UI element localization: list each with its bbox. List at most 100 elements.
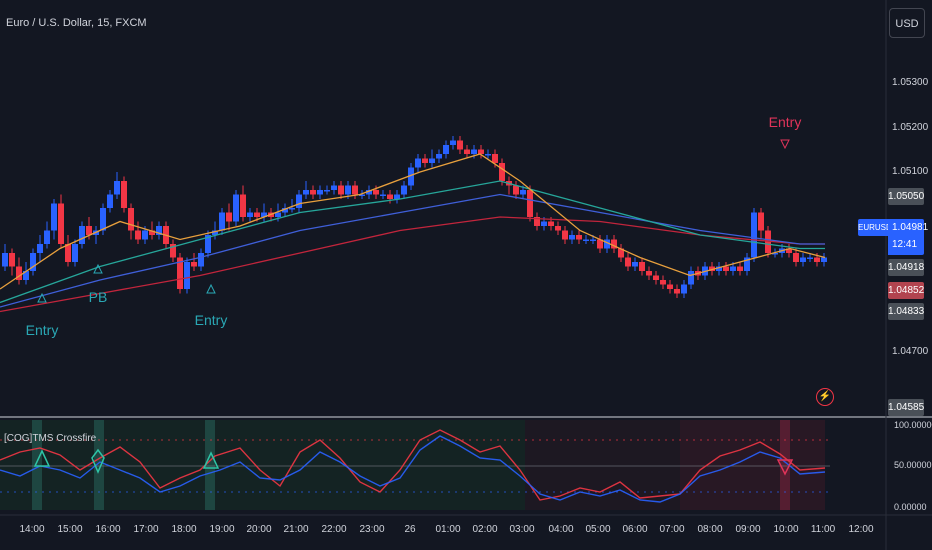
candle-body	[688, 271, 694, 285]
candle-body	[744, 257, 750, 271]
diamond-icon	[91, 448, 105, 474]
candle-body	[373, 190, 379, 195]
candle-body	[317, 190, 323, 195]
candle-body	[387, 194, 393, 199]
time-tick: 19:00	[209, 524, 235, 535]
candle-body	[212, 230, 218, 235]
candle-body	[331, 185, 337, 190]
candle-body	[44, 230, 50, 244]
currency-button[interactable]: USD	[889, 8, 925, 38]
candle-body	[184, 262, 190, 289]
candle-body	[471, 149, 477, 154]
candle-body	[800, 257, 806, 262]
signal-label-entry: Entry	[25, 322, 59, 338]
candle-body	[128, 208, 134, 231]
candle-body	[219, 212, 225, 231]
time-tick: 12:00	[848, 524, 874, 535]
triangle-down-outline-icon	[776, 459, 794, 476]
price-badge: 1.05050	[888, 188, 924, 205]
candle-body	[422, 158, 428, 163]
candle-body	[513, 185, 519, 195]
candle-body	[16, 266, 22, 280]
candle-body	[114, 181, 120, 195]
time-tick: 16:00	[95, 524, 121, 535]
price-badge: 1.04833	[888, 303, 924, 320]
indicator-tick: 50.00000	[894, 460, 932, 470]
candle-body	[821, 257, 827, 262]
candle-body	[520, 190, 526, 195]
symbol-title[interactable]: Euro / U.S. Dollar, 15, FXCM	[6, 17, 147, 29]
candle-body	[534, 217, 540, 226]
candle-body	[177, 257, 183, 289]
candle-body	[198, 253, 204, 267]
time-tick: 01:00	[435, 524, 461, 535]
candle-body	[226, 212, 232, 222]
candle-body	[338, 185, 344, 195]
candle-body	[709, 266, 715, 271]
candle-body	[247, 212, 253, 217]
candle-body	[149, 230, 155, 235]
time-tick: 03:00	[509, 524, 535, 535]
candle-body	[170, 244, 176, 258]
candle-body	[289, 208, 295, 210]
triangle-up-outline-icon	[37, 292, 47, 303]
indicator-tick: 0.00000	[894, 502, 927, 512]
signal-bar	[205, 420, 215, 510]
candle-body	[240, 194, 246, 217]
candle-body	[590, 239, 596, 241]
candle-body	[632, 262, 638, 267]
candle-body	[583, 239, 589, 241]
candle-body	[86, 226, 92, 235]
symbol-badge: EURUSD	[858, 219, 892, 236]
indicator-tick: 100.00000	[894, 420, 932, 430]
candle-body	[674, 289, 680, 294]
candle-body	[730, 266, 736, 271]
triangle-up-outline-icon	[33, 449, 51, 467]
candle-body	[653, 275, 659, 280]
candle-body	[807, 257, 813, 259]
candle-body	[345, 185, 351, 195]
candle-body	[541, 221, 547, 226]
candle-body	[436, 154, 442, 159]
price-tick: 1.04700	[892, 346, 929, 357]
candle-body	[37, 244, 43, 253]
oscillator-fast-line	[0, 429, 826, 501]
candle-body	[100, 208, 106, 231]
time-tick: 09:00	[735, 524, 761, 535]
candle-body	[443, 145, 449, 154]
candle-body	[723, 266, 729, 271]
indicator-title[interactable]: [COG]TMS Crossfire	[4, 433, 97, 444]
candle-body	[303, 190, 309, 195]
bear-zone	[680, 420, 825, 510]
candle-body	[121, 181, 127, 208]
time-tick: 05:00	[585, 524, 611, 535]
candle-body	[380, 194, 386, 196]
candle-body	[492, 154, 498, 163]
current-price: 1.04981	[892, 222, 929, 233]
price-badge: 1.04585	[888, 399, 924, 416]
bolt-icon[interactable]: ⚡	[816, 388, 834, 406]
signal-label-entry: Entry	[768, 114, 802, 130]
time-tick: 08:00	[697, 524, 723, 535]
candle-body	[639, 262, 645, 271]
candle-body	[485, 154, 491, 156]
candle-body	[555, 226, 561, 231]
time-tick: 11:00	[810, 524, 836, 535]
candle-body	[681, 284, 687, 294]
candle-body	[23, 271, 29, 280]
candle-body	[296, 194, 302, 208]
triangle-up-outline-icon	[206, 283, 216, 294]
ema-blue-line	[0, 193, 825, 308]
candle-body	[408, 167, 414, 186]
oscillator-slow-line	[0, 435, 826, 503]
candle-body	[156, 226, 162, 235]
time-tick: 23:00	[359, 524, 385, 535]
current-price-badge: 1.04981 12:41	[888, 219, 929, 255]
candle-body	[667, 284, 673, 289]
candle-body	[758, 212, 764, 231]
candle-body	[527, 190, 533, 217]
candle-body	[625, 257, 631, 267]
candle-body	[429, 158, 435, 163]
